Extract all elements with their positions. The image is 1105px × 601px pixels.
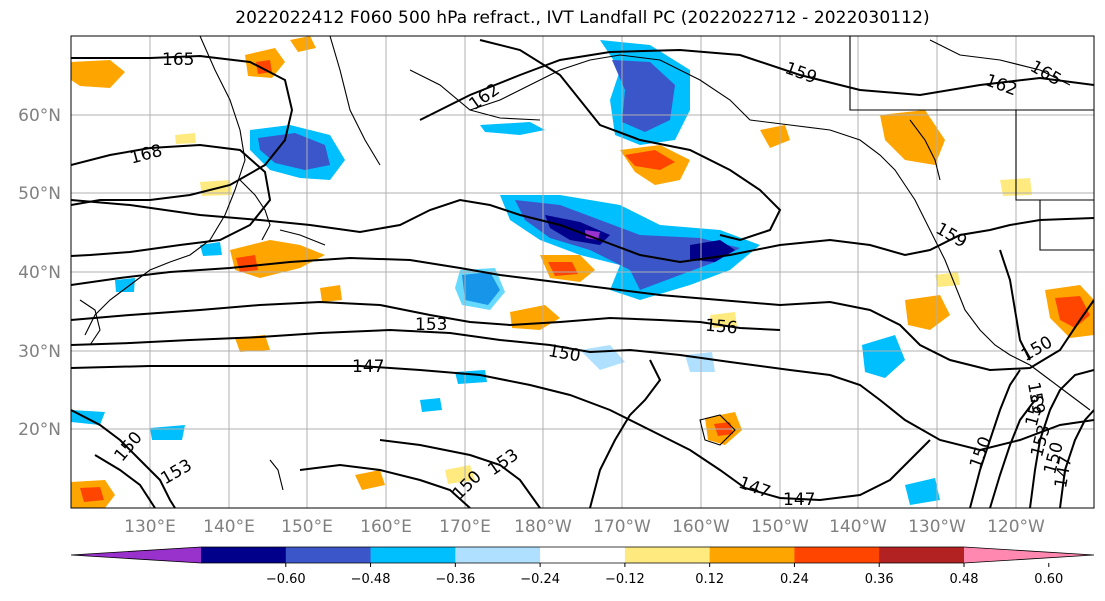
- colorbar-extend-min: [71, 547, 201, 563]
- lon-label: 140°E: [203, 517, 255, 537]
- lon-label: 120°W: [987, 517, 1045, 537]
- colorbar-swatch: [624, 547, 711, 563]
- colorbar-tick-label: 0.48: [950, 572, 979, 587]
- height-contours: [71, 39, 1094, 508]
- latitude-labels: 60°N 50°N 40°N 30°N 20°N: [18, 106, 61, 440]
- lon-label: 170°E: [439, 517, 491, 537]
- lon-label: 140°W: [829, 517, 887, 537]
- colorbar-swatch: [540, 547, 626, 563]
- map-frame: [70, 35, 1095, 509]
- colorbar-swatch: [285, 547, 372, 563]
- colorbar-swatch: [370, 547, 456, 563]
- colorbar-tick-label: −0.24: [520, 572, 560, 587]
- longitude-labels: 130°E 140°E 150°E 160°E 170°E 180°W 170°…: [124, 517, 1045, 537]
- contour-label: 147: [352, 357, 384, 377]
- lat-label: 60°N: [18, 106, 61, 126]
- colorbar-tick-label: −0.60: [266, 572, 306, 587]
- contour-label: 165: [162, 50, 194, 70]
- negative-anomaly-region: [71, 40, 940, 505]
- colorbar-tick-label: 0.60: [1034, 572, 1063, 587]
- colorbar-tick-label: −0.48: [351, 572, 391, 587]
- colorbar-tick-label: 0.36: [865, 572, 894, 587]
- lon-label: 130°W: [908, 517, 966, 537]
- colorbar-swatch: [879, 547, 965, 563]
- coastlines: [79, 36, 1094, 491]
- colorbar-swatch: [794, 547, 880, 563]
- anomaly-shading: [71, 36, 1094, 508]
- lon-label: 160°W: [672, 517, 730, 537]
- map-title: 2022022412 F060 500 hPa refract., IVT La…: [235, 8, 930, 28]
- colorbar-tick-label: 0.24: [780, 572, 809, 587]
- colorbar: −0.60 −0.48 −0.36 −0.24 −0.12 0.12 0.24 0.36 0.4…: [70, 546, 1095, 587]
- lat-label: 20°N: [18, 420, 61, 440]
- lon-label: 170°W: [593, 517, 651, 537]
- contour-label: 153: [415, 315, 447, 335]
- colorbar-tick-label: −0.12: [605, 572, 645, 587]
- lat-label: 30°N: [18, 342, 61, 362]
- lon-label: 160°E: [360, 517, 412, 537]
- lat-label: 40°N: [18, 263, 61, 283]
- contour-label: 147: [783, 490, 815, 510]
- lon-label: 130°E: [124, 517, 176, 537]
- colorbar-tick-label: −0.36: [435, 572, 475, 587]
- contour-label: 156: [704, 316, 738, 339]
- lon-label: 180°W: [514, 517, 572, 537]
- lon-label: 150°E: [281, 517, 333, 537]
- colorbar-outline: [70, 546, 1095, 564]
- lat-label: 50°N: [18, 184, 61, 204]
- lon-label: 150°W: [751, 517, 809, 537]
- map-panel: 165 162 159 162 165 168 159 153 156 150 …: [71, 36, 1094, 510]
- colorbar-swatch: [709, 547, 795, 563]
- colorbar-swatch: [201, 547, 287, 563]
- colorbar-extend-max: [964, 547, 1094, 563]
- positive-anomaly-region: [71, 36, 1094, 508]
- colorbar-tick-label: 0.12: [695, 572, 724, 587]
- colorbar-swatch: [455, 547, 541, 563]
